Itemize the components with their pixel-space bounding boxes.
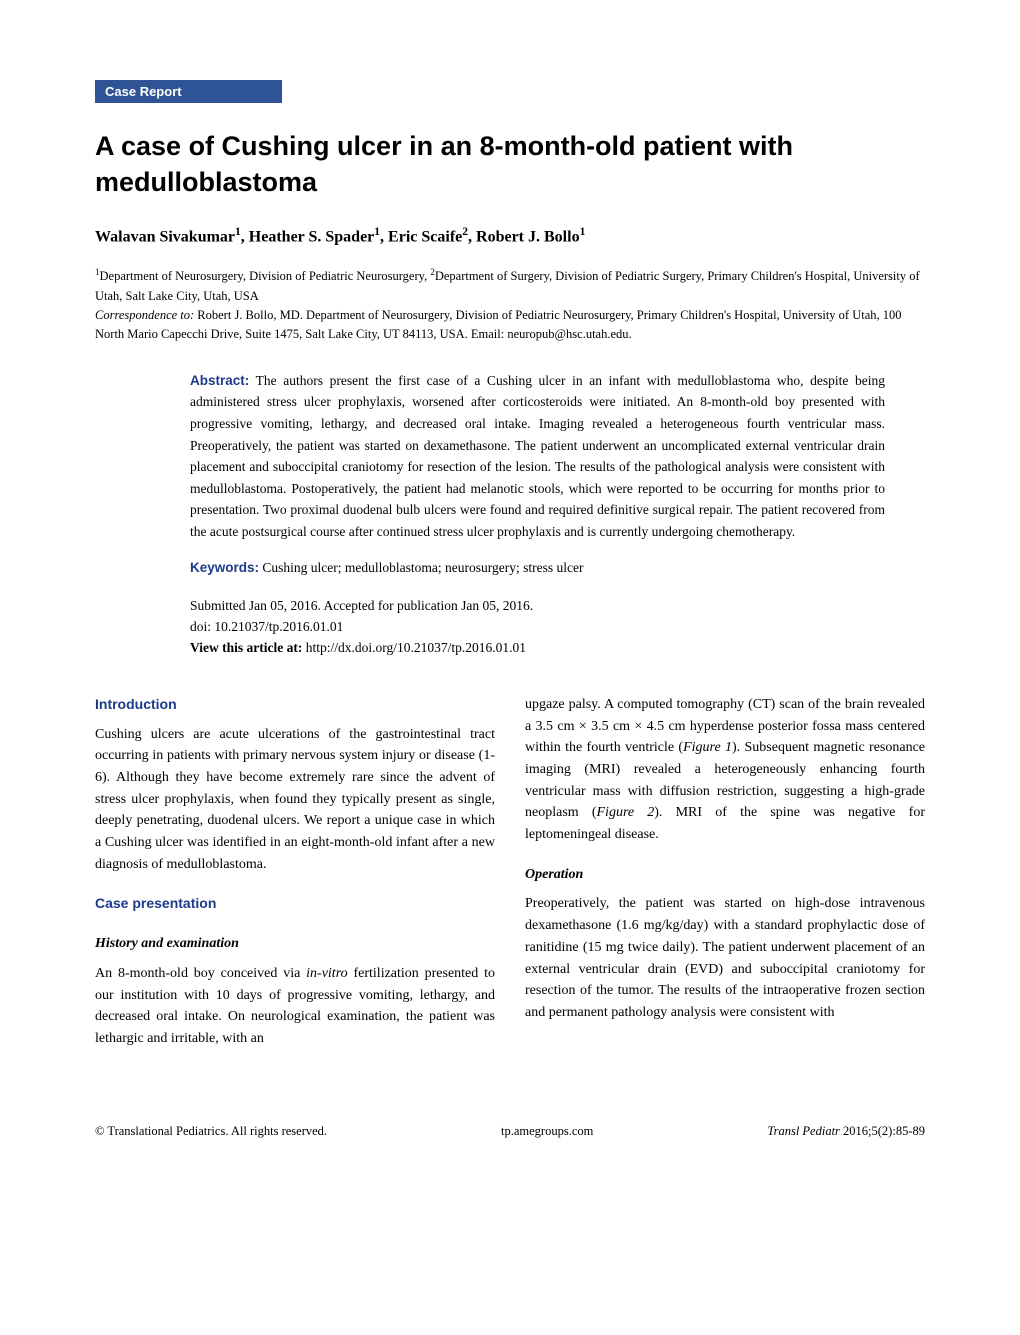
page-footer: © Translational Pediatrics. All rights r… (95, 1124, 925, 1139)
footer-site: tp.amegroups.com (501, 1124, 593, 1139)
affiliations-block: 1Department of Neurosurgery, Division of… (95, 266, 925, 345)
authors-line: Walavan Sivakumar1, Heather S. Spader1, … (95, 226, 925, 246)
category-badge: Case Report (95, 80, 282, 103)
column-left: Introduction Cushing ulcers are acute ul… (95, 694, 495, 1064)
abstract-paragraph: Abstract: The authors present the first … (190, 370, 885, 543)
submitted-dates: Submitted Jan 05, 2016. Accepted for pub… (190, 596, 885, 617)
column-right: upgaze palsy. A computed tomography (CT)… (525, 694, 925, 1064)
affiliation-text: 1Department of Neurosurgery, Division of… (95, 266, 925, 306)
doi-text: doi: 10.21037/tp.2016.01.01 (190, 617, 885, 638)
abstract-body: The authors present the first case of a … (190, 373, 885, 539)
keywords-label: Keywords: (190, 560, 259, 575)
correspondence-line: Correspondence to: Robert J. Bollo, MD. … (95, 306, 925, 345)
footer-citation: Transl Pediatr 2016;5(2):85-89 (767, 1124, 925, 1139)
view-article-label: View this article at: (190, 640, 302, 655)
view-article-url: http://dx.doi.org/10.21037/tp.2016.01.01 (302, 640, 526, 655)
body-columns: Introduction Cushing ulcers are acute ul… (95, 694, 925, 1064)
col2-continuation: upgaze palsy. A computed tomography (CT)… (525, 694, 925, 846)
keywords-line: Keywords: Cushing ulcer; medulloblastoma… (190, 557, 885, 579)
abstract-label: Abstract: (190, 373, 249, 388)
case-heading: Case presentation (95, 893, 495, 915)
operation-subheading: Operation (525, 864, 925, 886)
operation-paragraph: Preoperatively, the patient was started … (525, 893, 925, 1023)
page: Case Report A case of Cushing ulcer in a… (0, 0, 1020, 1179)
keywords-text: Cushing ulcer; medulloblastoma; neurosur… (259, 560, 583, 575)
footer-copyright: © Translational Pediatrics. All rights r… (95, 1124, 327, 1139)
view-article-line: View this article at: http://dx.doi.org/… (190, 638, 885, 659)
abstract-block: Abstract: The authors present the first … (190, 370, 885, 659)
history-paragraph: An 8-month-old boy conceived via in-vitr… (95, 963, 495, 1050)
correspondence-label: Correspondence to: (95, 308, 194, 322)
history-subheading: History and examination (95, 933, 495, 955)
article-title: A case of Cushing ulcer in an 8-month-ol… (95, 128, 925, 201)
intro-paragraph: Cushing ulcers are acute ulcerations of … (95, 724, 495, 876)
correspondence-text: Robert J. Bollo, MD. Department of Neuro… (95, 308, 902, 341)
intro-heading: Introduction (95, 694, 495, 716)
submission-info: Submitted Jan 05, 2016. Accepted for pub… (190, 596, 885, 659)
